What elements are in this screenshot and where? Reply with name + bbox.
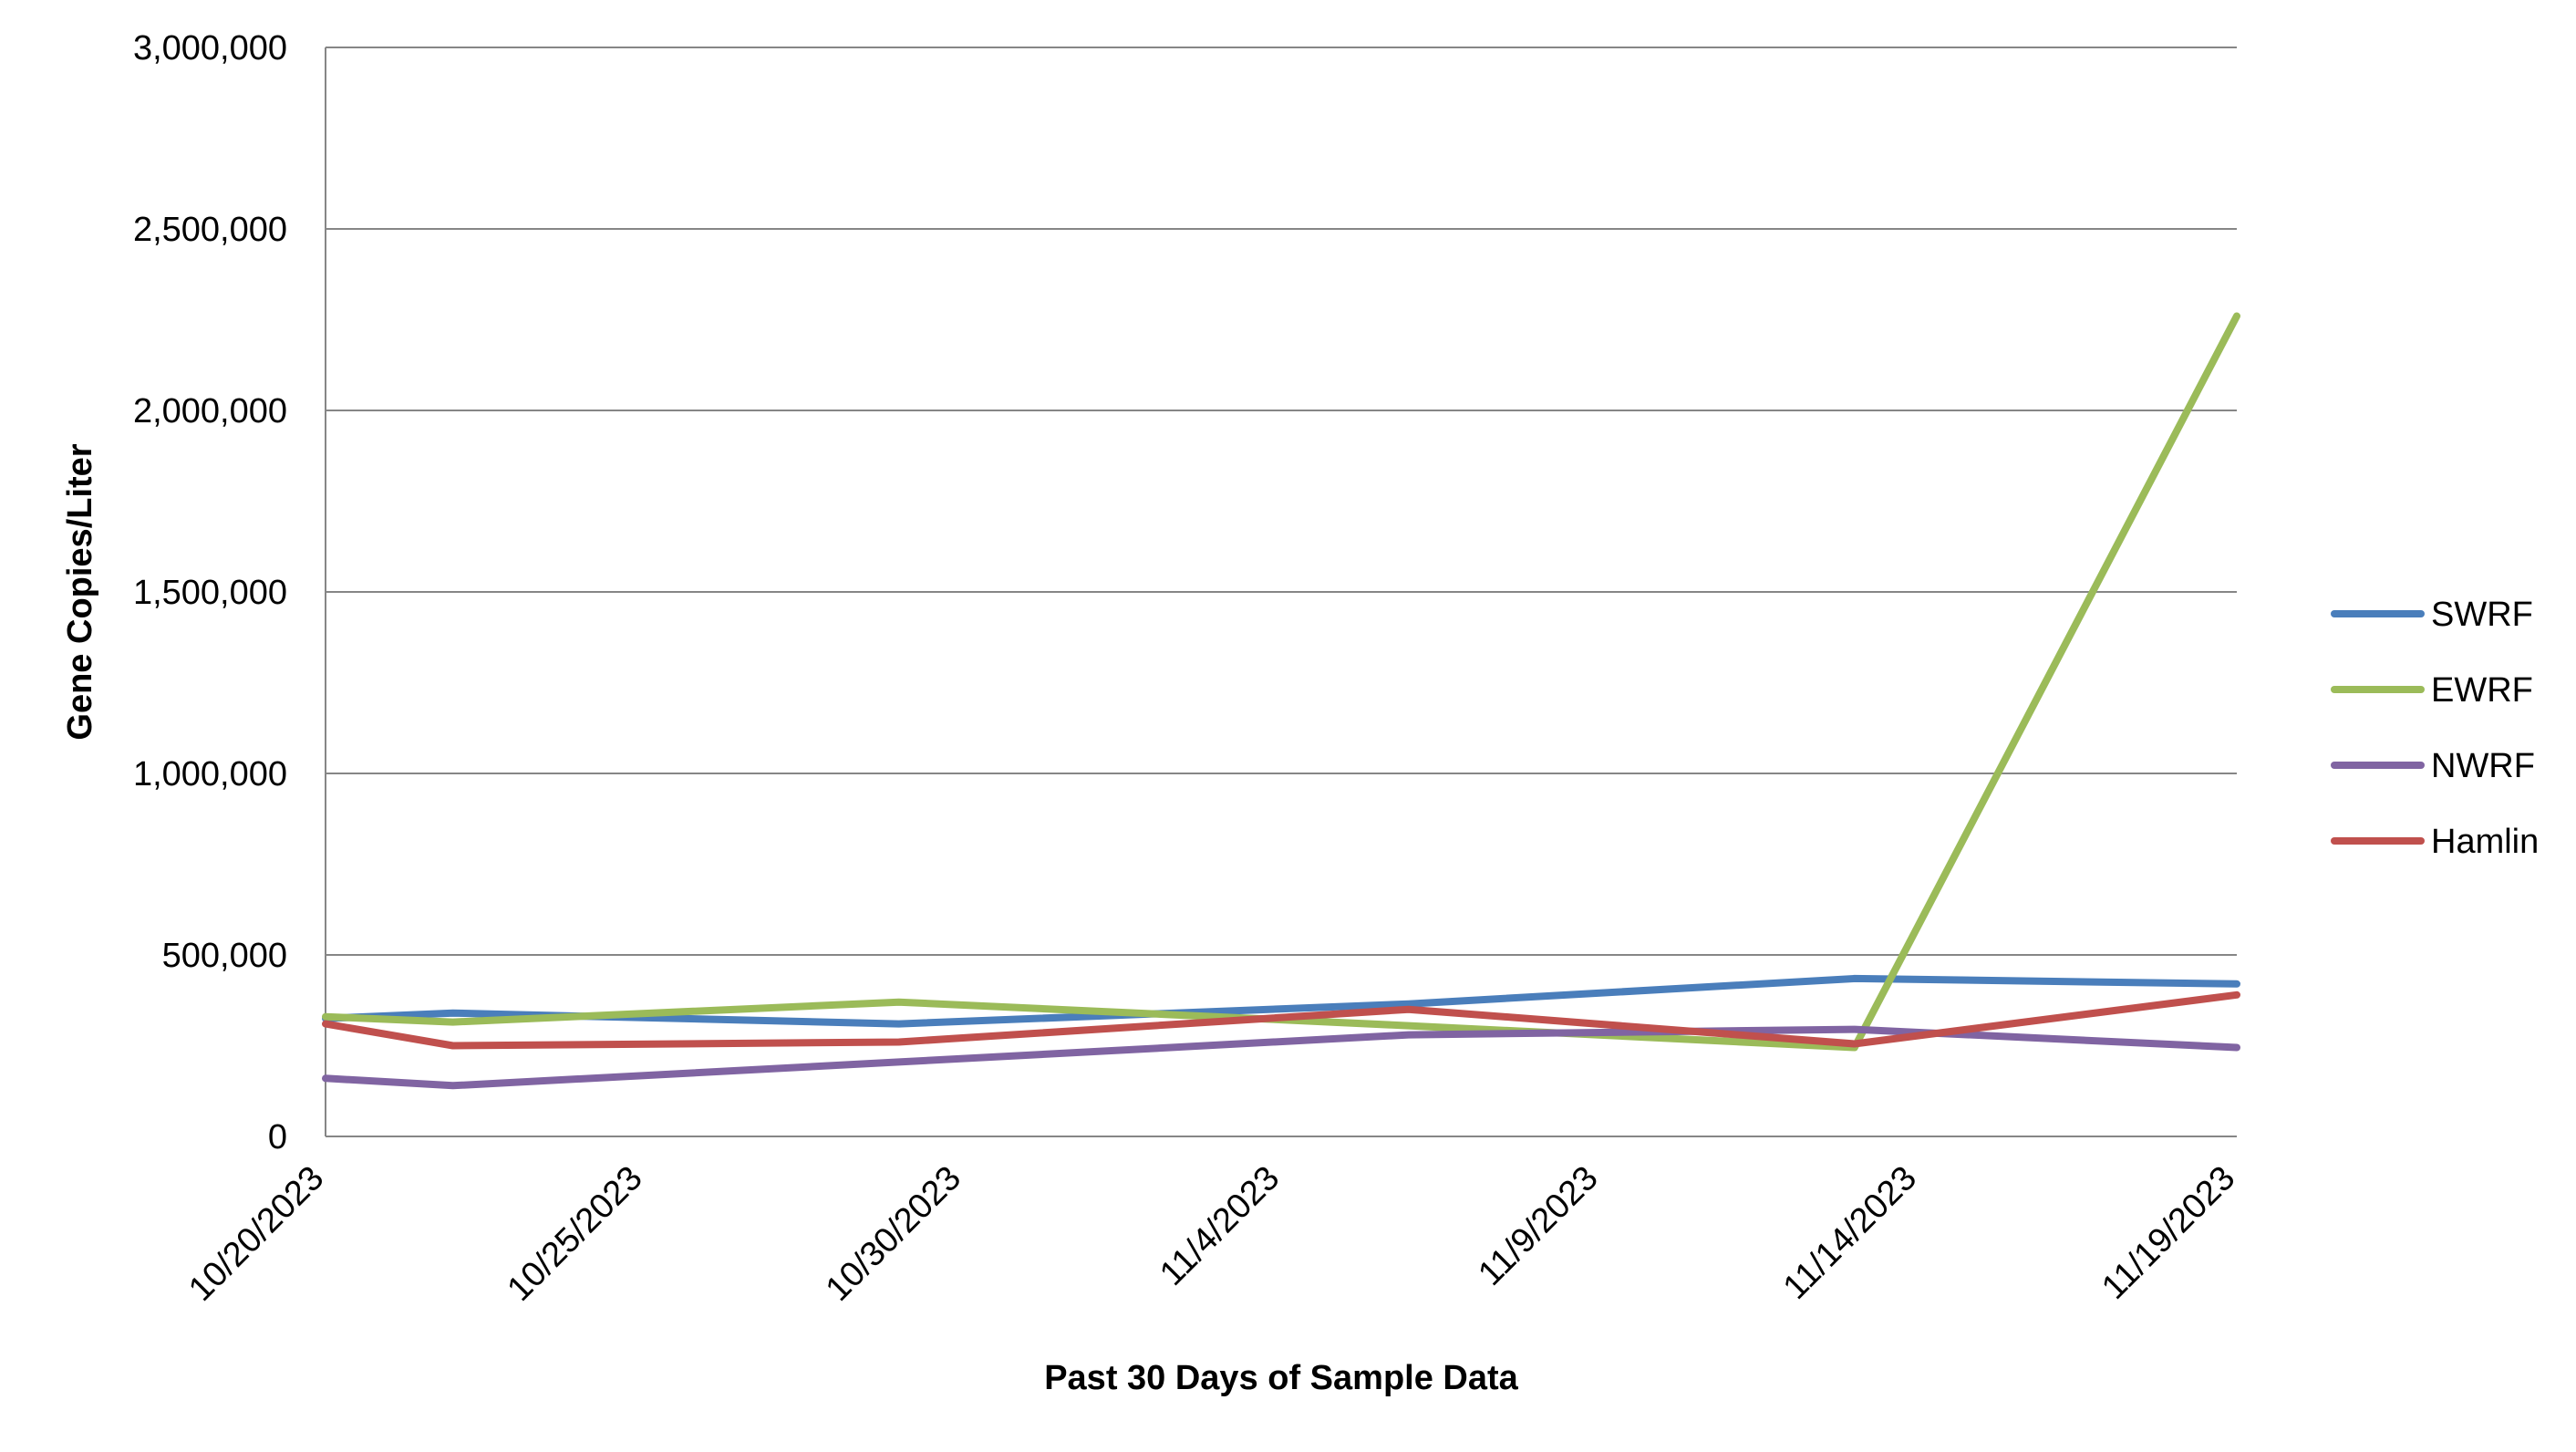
y-tick-label: 2,000,000 xyxy=(133,392,287,430)
x-tick-label: 11/9/2023 xyxy=(1471,1159,1605,1293)
legend-label-ewrf: EWRF xyxy=(2431,671,2533,710)
x-tick-label: 11/19/2023 xyxy=(2095,1159,2242,1307)
series-line-hamlin xyxy=(322,990,2240,1050)
y-tick-label: 3,000,000 xyxy=(133,29,287,67)
y-tick-label: 1,000,000 xyxy=(133,755,287,793)
axes xyxy=(325,47,2237,1137)
x-tick-label: 11/4/2023 xyxy=(1153,1159,1287,1293)
x-axis-title: Past 30 Days of Sample Data xyxy=(1044,1359,1518,1397)
x-tick-label: 10/30/2023 xyxy=(819,1159,968,1309)
legend-label-nwrf: NWRF xyxy=(2431,747,2535,785)
series-line-ewrf xyxy=(322,312,2240,1052)
x-tick-label: 10/25/2023 xyxy=(501,1159,650,1309)
gridlines xyxy=(326,47,2237,956)
x-tick-label: 10/20/2023 xyxy=(181,1159,331,1309)
legend-label-swrf: SWRF xyxy=(2431,596,2533,634)
series-line-nwrf xyxy=(322,1025,2240,1090)
y-tick-label: 0 xyxy=(268,1118,287,1156)
y-axis-tick-labels: 0 500,000 1,000,000 1,500,000 2,000,000 2,500… xyxy=(133,29,287,1156)
y-tick-label: 500,000 xyxy=(162,937,287,975)
y-tick-label: 1,500,000 xyxy=(133,574,287,612)
y-axis-title: Gene Copies/Liter xyxy=(61,443,99,740)
series-lines xyxy=(322,312,2240,1090)
legend-label-hamlin: Hamlin xyxy=(2431,823,2539,861)
x-tick-label: 11/14/2023 xyxy=(1776,1159,1924,1307)
y-tick-label: 2,500,000 xyxy=(133,211,287,249)
legend: SWRF EWRF NWRF Hamlin xyxy=(2331,596,2539,861)
x-axis-tick-labels: 10/20/2023 10/25/2023 10/30/2023 11/4/2023 1… xyxy=(181,1159,2242,1309)
